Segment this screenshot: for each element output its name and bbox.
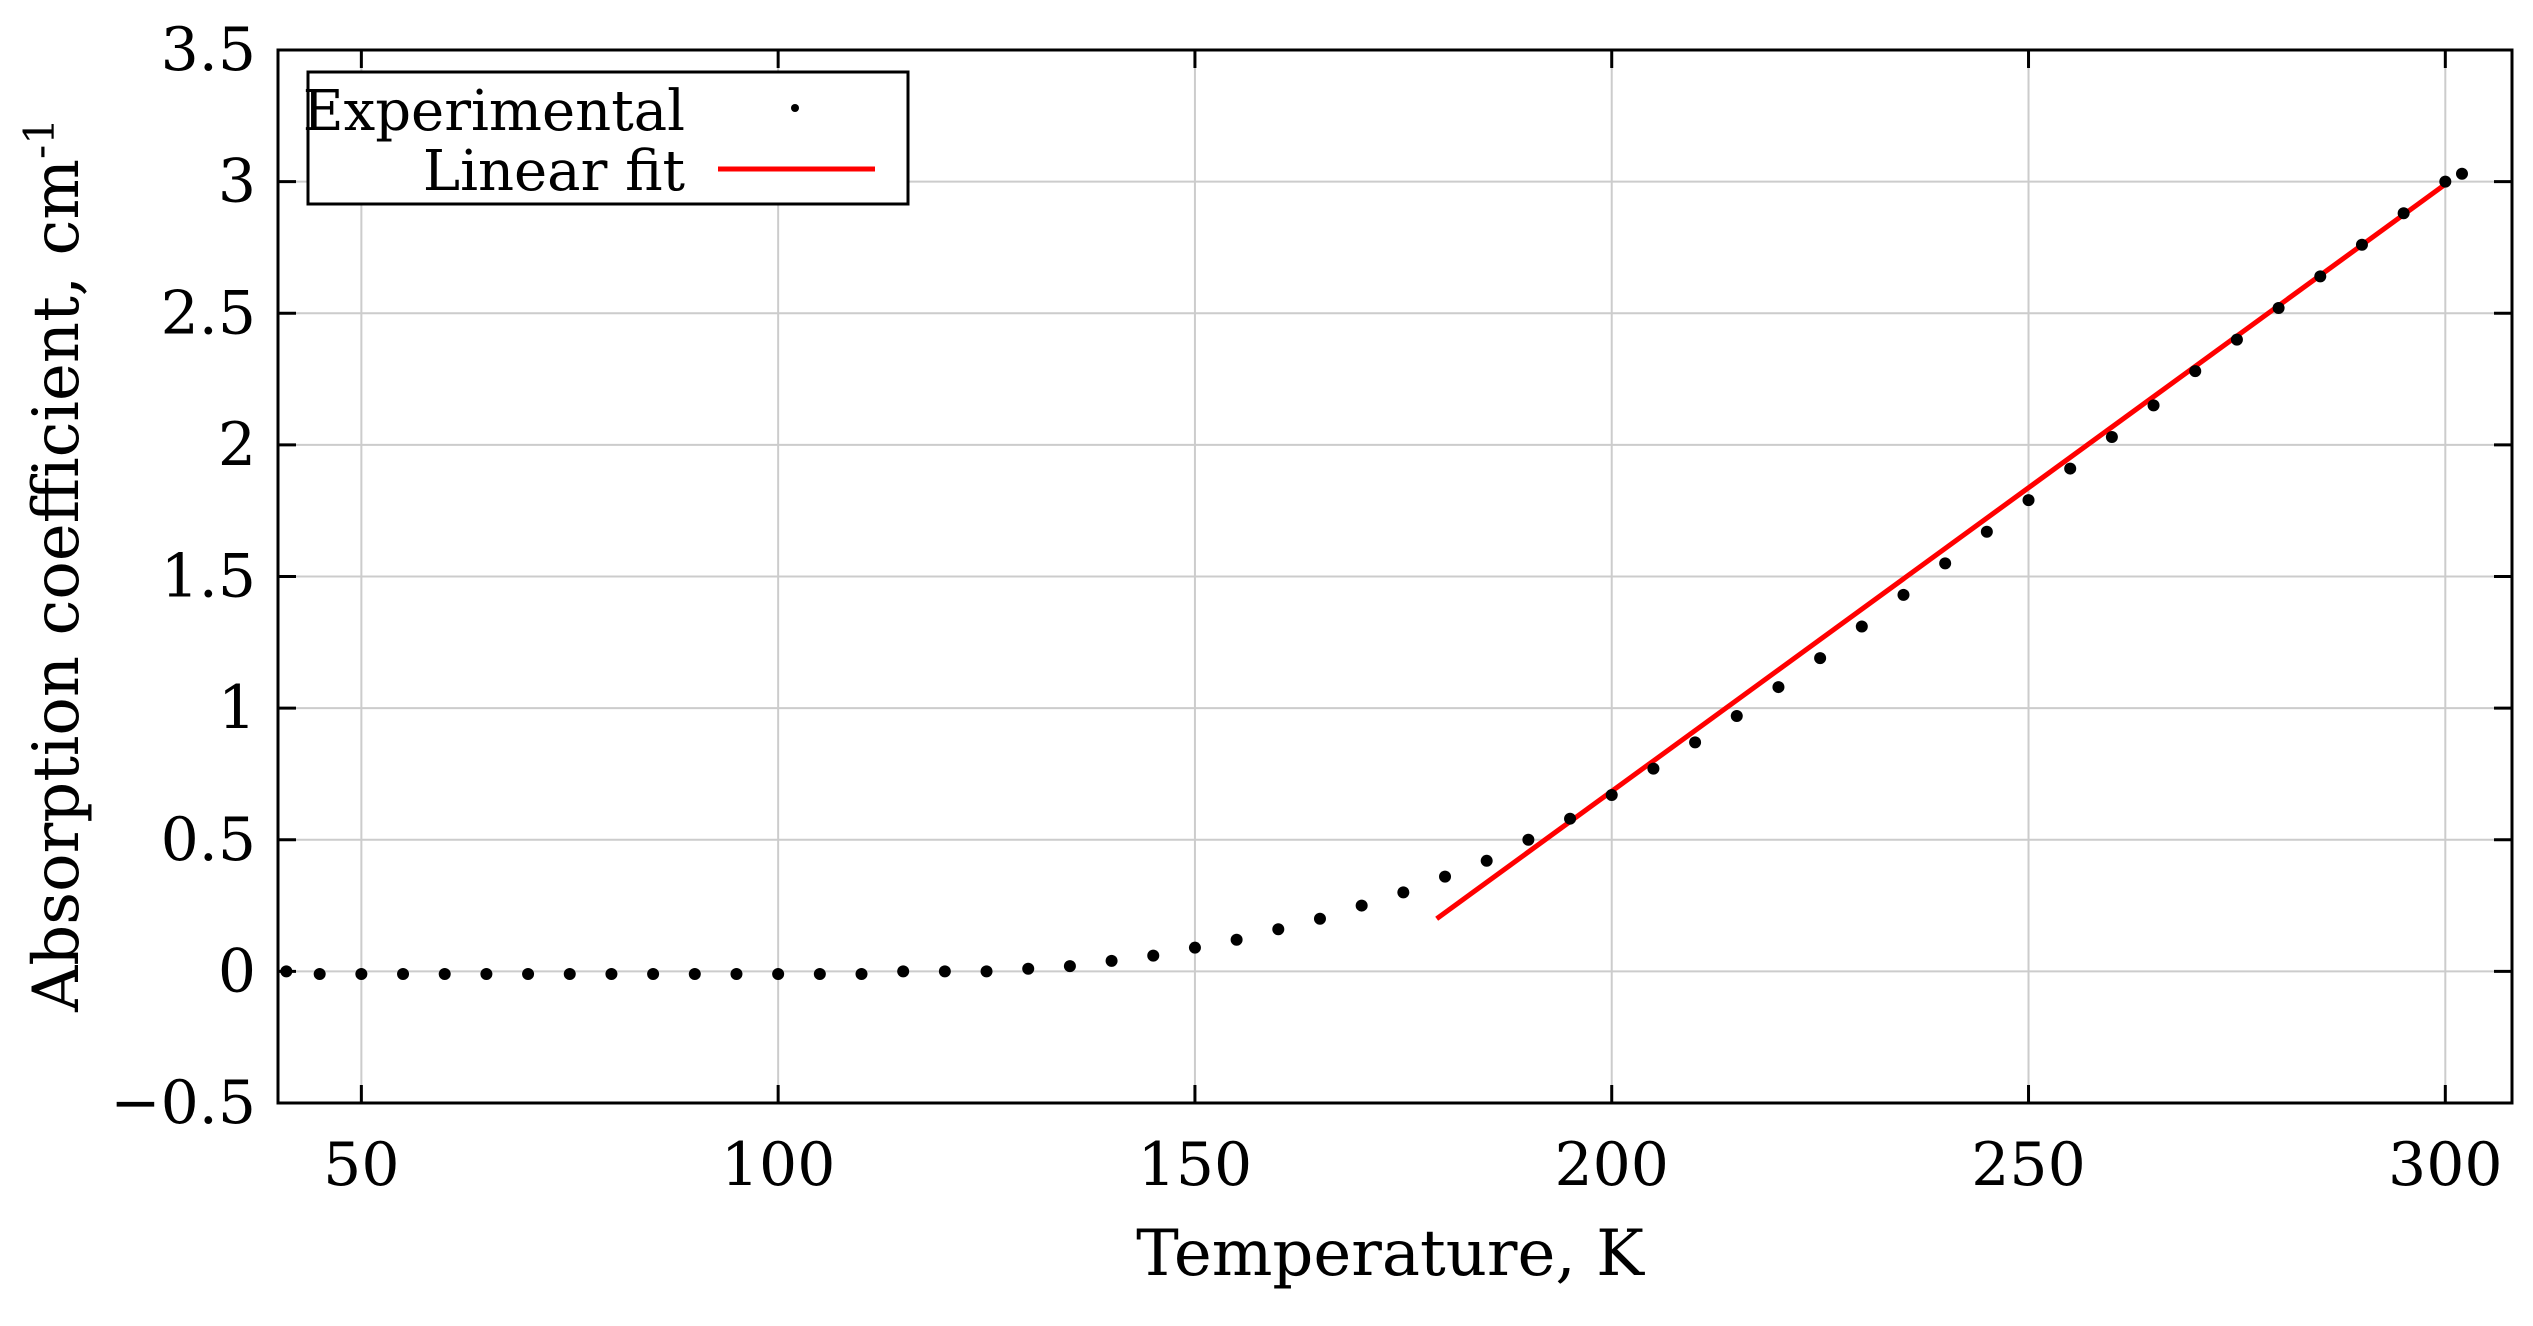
- legend-label-experimental: Experimental: [303, 79, 685, 144]
- experimental-point: [1522, 833, 1535, 846]
- experimental-point: [2147, 399, 2160, 412]
- experimental-point: [2022, 494, 2035, 507]
- axis-ticks: 50 100 150 200 250 300 −0.5 0 0.5 1 1.5 2 2.5 3 3.5: [110, 15, 2512, 1200]
- experimental-point: [2397, 207, 2410, 220]
- experimental-point: [1855, 620, 1868, 633]
- experimental-point: [2439, 175, 2452, 188]
- experimental-point: [2189, 365, 2202, 378]
- experimental-points: [280, 167, 2468, 981]
- legend-marker-experimental: [791, 104, 799, 112]
- experimental-point: [2455, 167, 2468, 180]
- x-tick-label: 250: [1971, 1130, 2086, 1200]
- experimental-point: [647, 968, 660, 981]
- experimental-point: [730, 968, 743, 981]
- fit-layer: [1435, 182, 2447, 921]
- experimental-point: [1772, 681, 1785, 694]
- experimental-point: [938, 965, 951, 978]
- y-tick-label: 3: [218, 147, 256, 217]
- experimental-point: [2230, 333, 2243, 346]
- experimental-point: [2355, 238, 2368, 251]
- legend-box: [306, 70, 910, 206]
- x-axis-label: Temperature, K: [1136, 1217, 1645, 1291]
- experimental-point: [2064, 462, 2077, 475]
- y-tick-label: −0.5: [110, 1068, 256, 1138]
- linear-fit-line: [1435, 182, 2447, 921]
- experimental-point: [688, 968, 701, 981]
- experimental-point: [438, 968, 451, 981]
- experimental-point: [1355, 899, 1368, 912]
- y-tick-label: 1: [218, 673, 256, 743]
- y-axis-label: Absorption coefficient, cm-1: [15, 118, 94, 1013]
- legend-label-linear-fit: Linear fit: [423, 139, 686, 204]
- legend: Experimental Linear fit: [303, 70, 910, 206]
- experimental-point: [313, 968, 326, 981]
- experimental-point: [480, 968, 493, 981]
- experimental-point: [1814, 652, 1827, 665]
- experimental-point: [522, 968, 535, 981]
- experimental-point: [1313, 912, 1326, 925]
- x-tick-label: 50: [323, 1130, 399, 1200]
- experimental-point: [1147, 949, 1160, 962]
- experimental-point: [1730, 710, 1743, 723]
- experimental-point: [1897, 588, 1910, 601]
- experimental-point: [1689, 736, 1702, 749]
- experimental-point: [772, 968, 785, 981]
- x-tick-label: 150: [1138, 1130, 1253, 1200]
- experimental-point: [1272, 923, 1285, 936]
- experimental-point: [2314, 270, 2327, 283]
- experimental-point: [897, 965, 910, 978]
- experimental-point: [1397, 886, 1410, 899]
- y-axis-label-main: Absorption coefficient, cm: [20, 159, 94, 1013]
- experimental-point: [1230, 933, 1243, 946]
- x-tick-label: 100: [721, 1130, 836, 1200]
- experimental-point: [605, 968, 618, 981]
- experimental-point: [813, 968, 826, 981]
- experimental-point: [1188, 941, 1201, 954]
- experimental-point: [397, 968, 410, 981]
- experimental-point: [855, 968, 868, 981]
- y-tick-label: 0.5: [161, 805, 256, 875]
- experimental-point: [980, 965, 993, 978]
- experimental-point: [1980, 525, 1993, 538]
- grid: [278, 49, 2512, 1104]
- experimental-point: [2105, 430, 2118, 443]
- experimental-point: [355, 968, 368, 981]
- experimental-point: [1939, 557, 1952, 570]
- experimental-point: [1022, 962, 1035, 975]
- y-tick-label: 0: [218, 936, 256, 1006]
- y-tick-label: 2: [218, 410, 256, 480]
- experimental-point: [1480, 854, 1493, 867]
- experimental-point: [1605, 788, 1618, 801]
- y-tick-label: 2.5: [161, 278, 256, 348]
- x-tick-label: 300: [2388, 1130, 2503, 1200]
- y-tick-label: 3.5: [161, 15, 256, 85]
- experimental-point: [1105, 954, 1118, 967]
- y-tick-label: 1.5: [161, 542, 256, 612]
- experimental-point: [1647, 762, 1660, 775]
- y-axis-label-superscript: -1: [15, 118, 64, 159]
- x-tick-label: 200: [1554, 1130, 1669, 1200]
- experimental-point: [1063, 960, 1076, 973]
- experimental-point: [1439, 870, 1452, 883]
- experimental-point: [563, 968, 576, 981]
- experimental-point: [1564, 812, 1577, 825]
- experimental-point: [2272, 301, 2285, 314]
